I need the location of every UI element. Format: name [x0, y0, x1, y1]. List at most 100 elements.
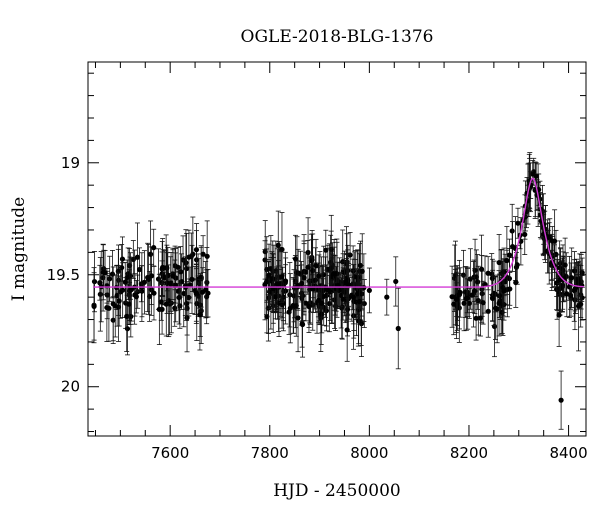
data-point — [475, 298, 481, 304]
data-point — [356, 299, 363, 305]
data-point — [312, 277, 319, 283]
data-point — [197, 312, 203, 318]
data-point — [475, 279, 481, 285]
data-point — [453, 296, 459, 302]
data-point — [269, 276, 275, 282]
data-point — [200, 289, 206, 295]
data-point — [274, 281, 281, 287]
y-tick-label: 19.5 — [47, 266, 80, 284]
data-point — [496, 293, 503, 299]
data-point — [183, 300, 190, 307]
y-tick-labels: 19 19.5 20 — [47, 154, 80, 396]
data-point — [107, 276, 113, 282]
data-point — [567, 292, 574, 299]
data-point — [200, 251, 206, 257]
data-point — [151, 245, 157, 251]
data-point — [262, 282, 268, 288]
data-point — [393, 278, 399, 285]
data-point — [313, 263, 319, 269]
data-point — [558, 397, 564, 403]
data-point — [572, 286, 578, 292]
data-point — [554, 280, 560, 286]
data-point — [175, 264, 181, 270]
y-tick-label: 20 — [61, 378, 80, 396]
data-point — [102, 269, 108, 276]
data-point — [184, 315, 190, 321]
data-point — [328, 265, 334, 271]
data-point — [128, 313, 134, 320]
data-point — [275, 242, 281, 248]
data-point — [163, 301, 169, 307]
data-point — [318, 311, 324, 317]
data-point — [106, 305, 112, 311]
data-point — [504, 257, 510, 264]
data-point — [316, 273, 322, 279]
data-point — [477, 315, 484, 321]
data-point — [569, 275, 575, 281]
data-point — [272, 294, 279, 300]
chart-title: OGLE-2018-BLG-1376 — [241, 27, 434, 47]
data-point — [141, 279, 147, 285]
data-point — [344, 327, 350, 333]
data-point — [306, 303, 312, 310]
data-point — [164, 280, 170, 286]
model-curve — [93, 177, 585, 288]
data-point — [323, 247, 329, 253]
data-point — [155, 276, 162, 282]
plot-frame — [87, 61, 587, 437]
data-point — [116, 298, 122, 304]
x-tick-labels: 7600 7800 8000 8200 8400 — [151, 444, 588, 462]
data-point — [132, 292, 138, 298]
x-tick-label: 7800 — [251, 444, 289, 462]
data-point — [97, 291, 103, 297]
data-point — [170, 273, 176, 279]
data-point — [491, 323, 498, 330]
data-point — [359, 268, 365, 274]
data-point — [501, 288, 507, 294]
data-point — [469, 292, 475, 298]
data-point — [193, 290, 199, 296]
data-point — [310, 267, 316, 274]
data-point — [575, 303, 582, 309]
data-point — [552, 238, 558, 244]
data-point — [122, 279, 128, 285]
data-point — [395, 325, 401, 332]
data-point — [282, 278, 289, 284]
data-point — [279, 274, 285, 280]
data-point — [168, 280, 174, 286]
data-point — [301, 275, 307, 281]
data-point — [291, 293, 297, 299]
x-axis-label: HJD - 2450000 — [273, 481, 401, 501]
data-point — [449, 294, 455, 300]
data-point — [110, 301, 116, 307]
data-point — [556, 312, 562, 318]
data-point — [465, 295, 471, 301]
data-point — [134, 254, 141, 260]
data-point — [266, 272, 272, 278]
data-point — [492, 305, 499, 311]
data-point — [290, 302, 296, 309]
data-point — [188, 253, 194, 260]
data-point — [204, 253, 210, 259]
data-point — [522, 231, 528, 238]
data-point — [384, 294, 390, 300]
data-point — [478, 266, 485, 272]
data-point — [471, 274, 477, 280]
y-axis-label: I magnitude — [9, 197, 29, 301]
data-point — [509, 243, 516, 250]
y-tick-label: 19 — [61, 154, 80, 172]
x-tick-label: 8000 — [350, 444, 388, 462]
data-point — [457, 289, 463, 296]
data-point — [513, 279, 519, 286]
data-point — [287, 292, 293, 298]
data-point — [326, 301, 332, 307]
data-point — [479, 291, 485, 297]
x-tick-label: 8200 — [450, 444, 488, 462]
data-point — [496, 259, 502, 266]
data-point — [346, 282, 352, 288]
data-point — [267, 288, 273, 295]
data-points — [91, 152, 585, 430]
data-point — [292, 256, 299, 262]
data-point — [507, 286, 513, 292]
